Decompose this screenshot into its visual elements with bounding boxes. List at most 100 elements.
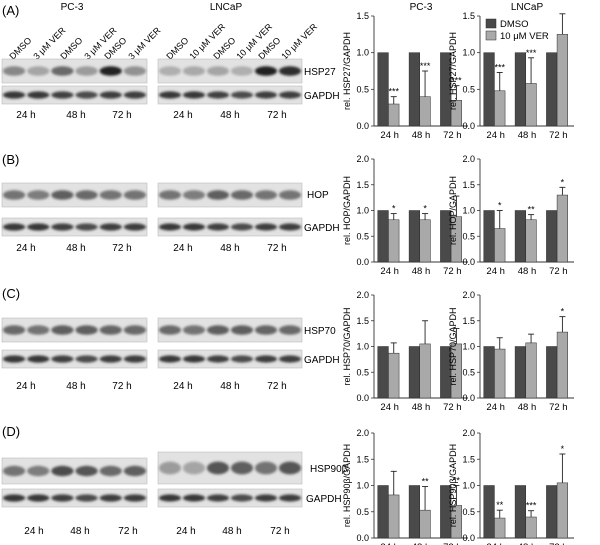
timepoint-label: 24 h	[173, 110, 192, 121]
bar-ver	[494, 228, 506, 263]
blot-strip	[1, 349, 148, 369]
protein-label: HOP	[307, 190, 329, 201]
blot-strip	[1, 217, 148, 237]
x-tick-label: 72 h	[443, 542, 462, 545]
bar-ver	[494, 348, 506, 399]
timepoint-label: 72 h	[267, 381, 286, 392]
timepoint-label: 24 h	[16, 243, 35, 254]
timepoint-label: 48 h	[66, 243, 85, 254]
x-tick-label: 24 h	[486, 402, 505, 413]
significance-marker: *	[561, 444, 565, 454]
timepoint-label: 24 h	[176, 526, 195, 537]
bar-dmso	[546, 52, 558, 127]
timepoint-label: 72 h	[267, 243, 286, 254]
y-axis-label: rel. HSP27/GAPDH	[448, 32, 458, 110]
blot-strip	[157, 488, 303, 508]
bar-chart: 0.0 0.5 1.0 1.5 2.0 rel. HOP/GAPDH * 24 h * 48 h 7…	[342, 154, 468, 277]
x-tick-label: 72 h	[549, 402, 568, 413]
significance-marker: **	[528, 205, 536, 215]
timepoint-label: 24 h	[173, 243, 192, 254]
blot-strip	[1, 182, 148, 208]
y-tick-label: 2.0	[462, 154, 475, 164]
panel-label-c: (C)	[2, 286, 20, 301]
bar-ver	[556, 34, 568, 127]
x-tick-label: 24 h	[486, 266, 505, 277]
x-tick-label: 48 h	[412, 542, 431, 545]
y-tick-label: 0.5	[356, 507, 369, 517]
loading-control-label: GAPDH	[304, 223, 340, 234]
y-tick-label: 2.0	[356, 290, 369, 300]
bar-dmso	[377, 210, 389, 263]
y-tick-label: 1.0	[356, 342, 369, 352]
bar-dmso	[514, 52, 526, 127]
timepoint-label: 72 h	[270, 526, 289, 537]
bar-ver	[419, 509, 431, 539]
bar-chart: 0.0 0.5 1.0 1.5 2.0 rel. HSP70/GAPDH 24 h 48 h 7…	[342, 290, 468, 413]
y-tick-label: 0.5	[462, 507, 475, 517]
blot-strip	[1, 58, 148, 84]
significance-marker: *	[392, 204, 396, 214]
blot-strip	[157, 182, 303, 208]
y-tick-label: 0.0	[356, 393, 369, 403]
bar-ver	[388, 494, 400, 539]
pc3-blot-header: PC-3	[61, 2, 84, 13]
lncap-blot-header: LNCaP	[210, 2, 243, 13]
bar-ver	[388, 219, 400, 263]
x-tick-label: 48 h	[518, 130, 537, 141]
bar-ver	[525, 342, 537, 399]
bar-ver	[525, 83, 537, 127]
lane-label: 3 μM VER	[126, 25, 163, 62]
y-tick-label: 2.0	[356, 154, 369, 164]
lane-label: DMSO	[58, 35, 84, 61]
y-tick-label: 0.5	[462, 231, 475, 241]
significance-marker: ***	[420, 61, 431, 71]
y-tick-label: 1.0	[356, 206, 369, 216]
y-tick-label: 0.0	[462, 393, 475, 403]
panel-label-b: (B)	[2, 152, 19, 167]
panel-label-d: (D)	[2, 424, 20, 439]
y-tick-label: 1.5	[356, 180, 369, 190]
bar-chart: 0.0 0.5 1.0 1.5 2.0 rel. HOP/GAPDH * 24 h ** 48 h…	[448, 154, 574, 277]
x-tick-label: 48 h	[412, 402, 431, 413]
timepoint-label: 72 h	[112, 110, 131, 121]
y-tick-label: 1.5	[462, 11, 475, 21]
significance-marker: ***	[494, 62, 505, 72]
significance-marker: **	[422, 477, 430, 487]
y-tick-label: 1.5	[462, 316, 475, 326]
blot-strip	[157, 349, 303, 369]
significance-marker: ***	[526, 48, 537, 58]
y-tick-label: 1.0	[462, 206, 475, 216]
bar-dmso	[377, 52, 389, 127]
timepoint-label: 48 h	[220, 110, 239, 121]
bar-dmso	[408, 485, 420, 539]
y-tick-label: 1.5	[356, 11, 369, 21]
significance-marker: **	[453, 476, 461, 486]
x-tick-label: 24 h	[380, 402, 399, 413]
timepoint-label: 24 h	[16, 381, 35, 392]
bar-dmso	[546, 346, 558, 399]
lane-label: DMSO	[7, 35, 33, 61]
y-tick-label: 1.0	[462, 48, 475, 58]
x-tick-label: 24 h	[486, 130, 505, 141]
y-axis-label: rel. HSP90β/GAPDH	[448, 444, 458, 527]
significance-marker: *	[561, 307, 565, 317]
lncap-chart-header: LNCaP	[511, 2, 544, 13]
bar-dmso	[483, 485, 495, 539]
x-tick-label: 24 h	[380, 266, 399, 277]
bar-dmso	[377, 346, 389, 399]
timepoint-label: 24 h	[173, 381, 192, 392]
legend-label: 10 μM VER	[500, 31, 549, 42]
loading-control-label: GAPDH	[304, 355, 340, 366]
bar-dmso	[514, 210, 526, 263]
timepoint-label: 48 h	[66, 381, 85, 392]
bar-ver	[556, 194, 568, 263]
y-axis-label: rel. HSP27/GAPDH	[342, 32, 352, 110]
bar-dmso	[408, 52, 420, 127]
y-tick-label: 0.0	[356, 121, 369, 131]
y-tick-label: 1.5	[356, 454, 369, 464]
x-tick-label: 48 h	[518, 402, 537, 413]
blot-strip	[1, 85, 148, 105]
